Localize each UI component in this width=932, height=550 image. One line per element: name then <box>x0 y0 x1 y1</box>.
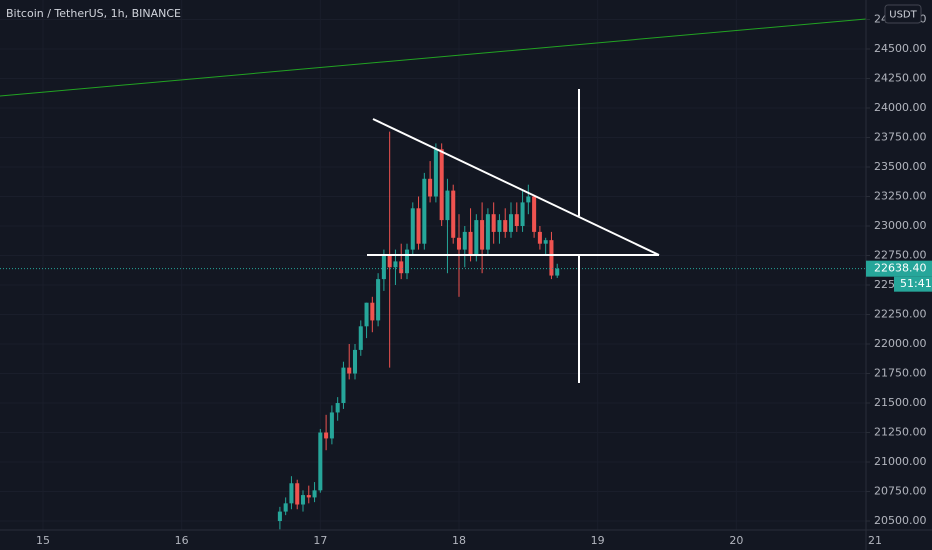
y-tick-label: 23250.00 <box>874 189 927 202</box>
y-tick-label: 23750.00 <box>874 130 927 143</box>
candle-body <box>370 302 375 321</box>
candle-body <box>324 432 329 439</box>
x-tick-label: 17 <box>313 534 327 547</box>
x-tick-label: 18 <box>452 534 466 547</box>
countdown-label: 51:41 <box>900 277 932 290</box>
candle-body <box>404 249 410 274</box>
candle-body <box>300 495 306 505</box>
candle-body <box>485 214 490 250</box>
candle-body <box>364 302 369 327</box>
candle-body <box>399 261 404 274</box>
x-tick-label: 21 <box>868 534 882 547</box>
x-tick-label: 16 <box>175 534 189 547</box>
candle-body <box>312 490 317 498</box>
candle-body <box>347 367 352 374</box>
candle-body <box>474 220 479 256</box>
candle-body <box>376 279 381 321</box>
candle-body <box>358 326 363 350</box>
candle-body <box>335 403 340 413</box>
x-tick-label: 20 <box>729 534 743 547</box>
candle-body <box>537 231 542 244</box>
y-tick-label: 20750.00 <box>874 485 927 498</box>
candle-body <box>491 214 496 232</box>
y-tick-label: 22000.00 <box>874 337 927 350</box>
candle-body <box>468 231 473 256</box>
candle-body <box>341 367 346 404</box>
x-tick-label: 19 <box>591 534 605 547</box>
chart-title: Bitcoin / TetherUS, 1h, BINANCE <box>6 7 181 20</box>
y-tick-label: 22750.00 <box>874 248 927 261</box>
candle-body <box>526 196 531 203</box>
candle-body <box>462 231 467 250</box>
candle-body <box>549 240 554 276</box>
y-tick-label: 21000.00 <box>874 455 927 468</box>
currency-label: USDT <box>889 10 917 21</box>
candle-body <box>503 220 508 232</box>
x-tick-label: 15 <box>36 534 50 547</box>
candle-body <box>381 255 386 280</box>
trend-line <box>0 18 867 97</box>
y-tick-label: 23000.00 <box>874 219 927 232</box>
y-tick-label: 24500.00 <box>874 42 927 55</box>
candle-body <box>352 349 358 374</box>
candle-body <box>497 220 502 232</box>
candle-body <box>445 190 450 221</box>
candle-body <box>387 255 392 268</box>
plot <box>0 131 866 530</box>
candle-body <box>508 214 514 232</box>
candle-body <box>329 412 334 439</box>
candle-body <box>277 511 282 522</box>
y-tick-label: 22250.00 <box>874 308 927 321</box>
candle-body <box>451 190 456 238</box>
y-tick-label: 23500.00 <box>874 160 927 173</box>
candle-body <box>433 149 438 197</box>
y-tick-label: 21250.00 <box>874 426 927 439</box>
y-tick-label: 21500.00 <box>874 396 927 409</box>
y-tick-label: 20500.00 <box>874 514 927 527</box>
candle-body <box>428 178 433 197</box>
y-tick-label: 21750.00 <box>874 367 927 380</box>
candle-body <box>439 149 444 221</box>
candle-body <box>480 220 485 250</box>
y-tick-label: 24250.00 <box>874 71 927 84</box>
candle-body <box>289 483 294 504</box>
last-price-label: 22638.40 <box>874 262 927 275</box>
candle-body <box>410 208 415 250</box>
y-tick-label: 24000.00 <box>874 101 927 114</box>
last-price-badge <box>866 260 932 277</box>
countdown-badge <box>894 276 932 292</box>
drawn-line <box>372 118 660 256</box>
candle-body <box>393 261 398 268</box>
candle-body <box>422 178 427 244</box>
candle-body <box>306 495 311 498</box>
candle-body <box>283 503 288 512</box>
candle-body <box>416 208 421 244</box>
candle-body <box>520 202 525 226</box>
candle-body <box>514 214 519 226</box>
candle-body <box>456 237 462 250</box>
candle-body <box>295 483 300 505</box>
currency-badge[interactable] <box>884 4 922 24</box>
candle-body <box>532 196 537 232</box>
candle-body <box>318 432 323 491</box>
candle-body <box>555 268 560 276</box>
candle-body <box>543 240 548 244</box>
